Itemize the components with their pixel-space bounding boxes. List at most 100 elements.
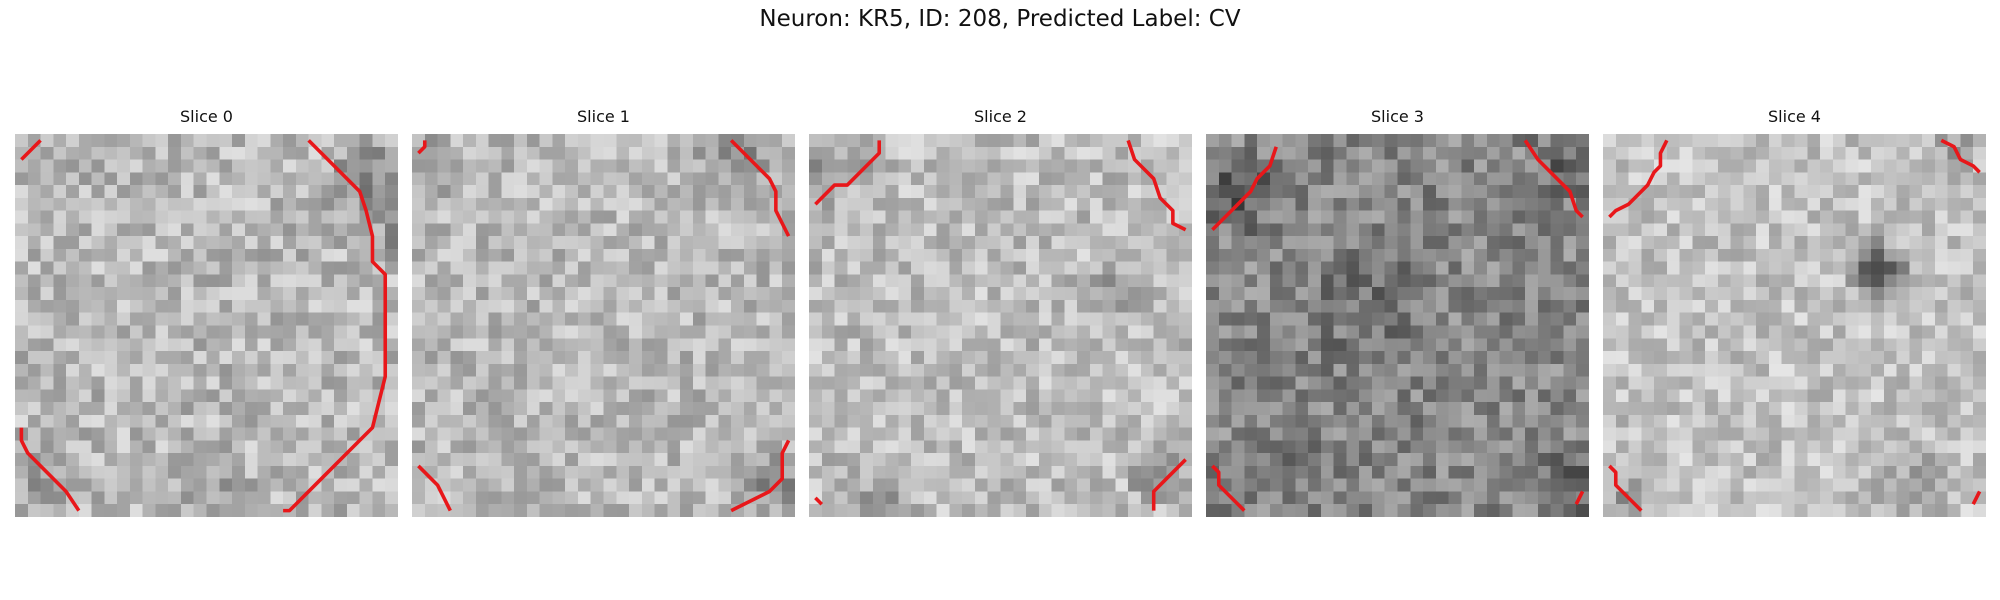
pixel — [692, 236, 706, 250]
pixel — [936, 504, 950, 517]
pixel — [526, 185, 540, 199]
pixel — [206, 427, 220, 441]
pixel — [1973, 414, 1986, 428]
pixel — [1051, 210, 1065, 224]
pixel — [1461, 210, 1475, 224]
pixel — [385, 402, 398, 416]
pixel — [1102, 427, 1116, 441]
pixel — [346, 427, 360, 441]
pixel — [1218, 351, 1232, 365]
pixel — [936, 389, 950, 403]
pixel — [1346, 389, 1360, 403]
pixel — [1615, 351, 1629, 365]
pixel — [1692, 248, 1706, 262]
pixel — [206, 134, 220, 148]
pixel — [1743, 376, 1757, 390]
pixel — [847, 491, 861, 505]
pixel — [321, 223, 335, 237]
pixel — [1883, 504, 1897, 517]
pixel — [718, 453, 732, 467]
pixel — [1692, 197, 1706, 211]
pixel — [1858, 440, 1872, 454]
pixel — [577, 223, 591, 237]
pixel — [1858, 389, 1872, 403]
pixel — [680, 210, 694, 224]
pixel — [1102, 248, 1116, 262]
pixel — [463, 389, 477, 403]
pixel — [463, 287, 477, 301]
pixel — [1423, 274, 1437, 288]
pixel — [834, 402, 848, 416]
pixel — [1717, 338, 1731, 352]
pixel — [731, 478, 745, 492]
pixel — [1077, 414, 1091, 428]
pixel — [641, 465, 655, 479]
pixel — [1807, 427, 1821, 441]
pixel — [1435, 159, 1449, 173]
pixel — [1934, 299, 1948, 313]
pixel — [654, 261, 668, 275]
pixel — [1922, 338, 1936, 352]
pixel — [78, 236, 92, 250]
pixel — [501, 504, 515, 517]
pixel — [321, 338, 335, 352]
pixel — [1320, 197, 1334, 211]
pixel — [1947, 236, 1961, 250]
pixel — [1486, 440, 1500, 454]
pixel — [1883, 312, 1897, 326]
pixel — [232, 274, 246, 288]
pixel — [1295, 389, 1309, 403]
pixel — [1641, 376, 1655, 390]
pixel — [898, 338, 912, 352]
pixel — [1563, 389, 1577, 403]
pixel — [1499, 146, 1513, 160]
pixel — [1115, 134, 1129, 148]
pixel — [603, 159, 617, 173]
pixel — [475, 261, 489, 275]
pixel — [1896, 146, 1910, 160]
pixel — [641, 478, 655, 492]
pixel — [1486, 504, 1500, 517]
pixel — [244, 338, 258, 352]
pixel — [847, 453, 861, 467]
pixel — [565, 491, 579, 505]
pixel — [821, 376, 835, 390]
pixel — [1807, 325, 1821, 339]
pixel — [1013, 274, 1027, 288]
pixel — [1922, 414, 1936, 428]
pixel — [667, 236, 681, 250]
pixel — [974, 338, 988, 352]
pixel — [1128, 172, 1142, 186]
pixel — [1320, 465, 1334, 479]
pixel — [219, 465, 233, 479]
pixel — [590, 210, 604, 224]
pixel — [1308, 274, 1322, 288]
pixel — [743, 299, 757, 313]
pixel — [1359, 453, 1373, 467]
pixel — [936, 223, 950, 237]
pixel — [1871, 453, 1885, 467]
pixel — [232, 389, 246, 403]
pixel — [1934, 261, 1948, 275]
pixel — [1576, 274, 1589, 288]
pixel — [1000, 236, 1014, 250]
pixel — [1346, 274, 1360, 288]
pixel — [129, 236, 143, 250]
pixel — [1537, 261, 1551, 275]
pixel — [193, 236, 207, 250]
pixel — [15, 376, 29, 390]
pixel — [1730, 146, 1744, 160]
pixel — [1692, 376, 1706, 390]
pixel — [91, 134, 105, 148]
pixel — [872, 261, 886, 275]
pixel — [847, 146, 861, 160]
pixel — [412, 504, 426, 517]
pixel — [1973, 312, 1986, 326]
pixel — [616, 172, 630, 186]
pixel — [1282, 299, 1296, 313]
pixel — [232, 223, 246, 237]
pixel — [526, 299, 540, 313]
pixel — [743, 197, 757, 211]
pixel — [450, 363, 464, 377]
pixel — [180, 338, 194, 352]
